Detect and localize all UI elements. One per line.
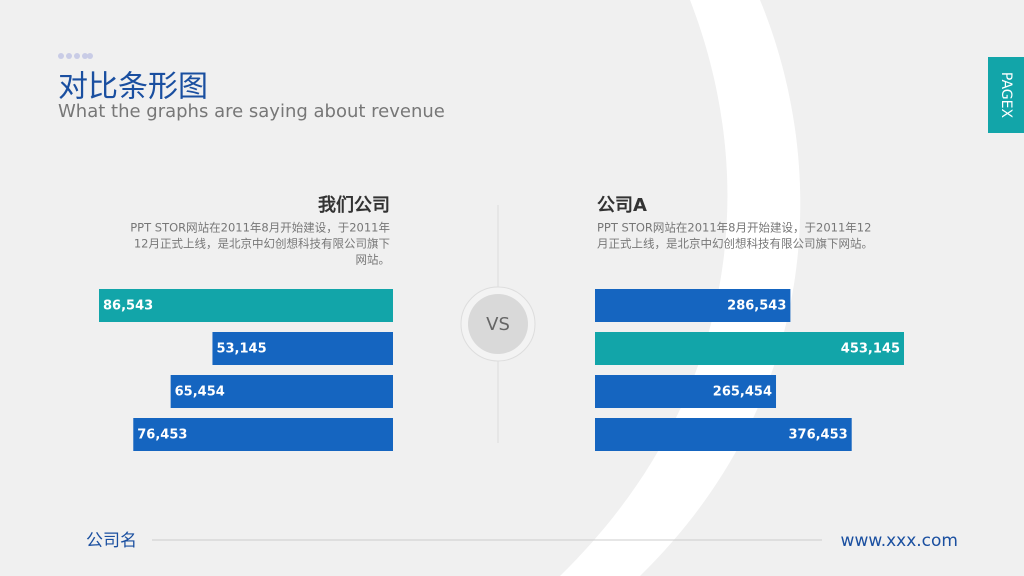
bar [595, 289, 791, 322]
description: 月正式上线，是北京中幻创想科技有限公司旗下网站。 [597, 237, 873, 251]
title: 对比条形图 [58, 70, 208, 105]
bar [595, 375, 777, 408]
bar [133, 418, 394, 451]
description: PPT STOR网站在2011年8月开始建设，于2011年 [130, 221, 390, 235]
description: 12月正式上线，是北京中幻创想科技有限公司旗下 [134, 237, 390, 251]
value-label: 53,145 [216, 342, 266, 357]
value-label: 65,454 [175, 385, 225, 400]
vs-circle [468, 294, 528, 354]
value-label: 286,543 [727, 299, 786, 314]
tab [988, 57, 1024, 133]
value-label: 265,454 [713, 385, 772, 400]
value-label: 376,453 [788, 428, 847, 443]
bar [595, 418, 852, 451]
bar [99, 289, 393, 322]
footer-url[interactable]: www.xxx.com [841, 531, 958, 551]
footer-company: 公司名 [86, 531, 137, 551]
value-label: 86,543 [103, 299, 153, 314]
bar [595, 332, 904, 365]
bar [170, 375, 393, 408]
vs-label: VS [486, 314, 510, 335]
dots [58, 53, 93, 59]
description: 网站。 [356, 253, 391, 267]
subtitle: What the graphs are saying about revenue [58, 101, 445, 122]
tab-label[interactable]: PAGEX [998, 72, 1014, 119]
value-label: 76,453 [137, 428, 187, 443]
description: PPT STOR网站在2011年8月开始建设，于2011年12 [597, 221, 871, 235]
chart-title: 公司A [597, 195, 647, 216]
bar [212, 332, 393, 365]
chart-title: 我们公司 [318, 194, 390, 216]
value-label: 453,145 [841, 342, 900, 357]
